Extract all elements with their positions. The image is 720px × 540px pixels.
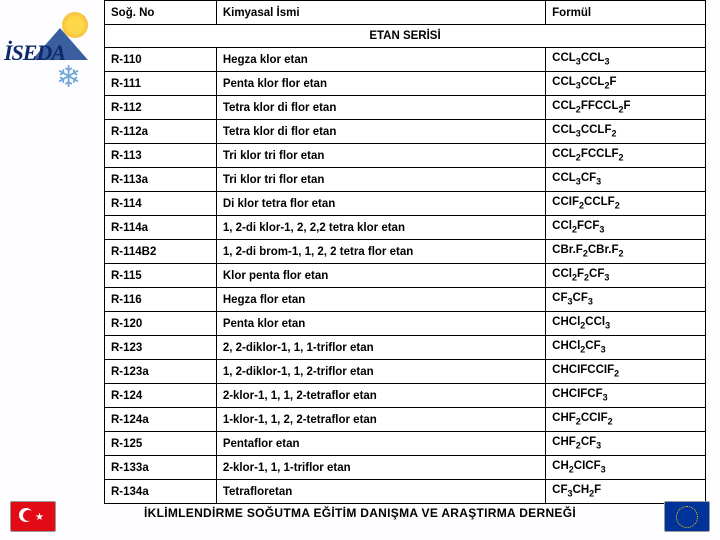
cell-formula: CCL2FCCLF2 (546, 144, 706, 168)
cell-no: R-133a (105, 456, 217, 480)
cell-no: R-120 (105, 312, 217, 336)
footer-text: İKLİMLENDİRME SOĞUTMA EĞİTİM DANIŞMA VE … (0, 506, 720, 520)
table-header-row: Soğ. No Kimyasal İsmi Formül (105, 1, 706, 25)
cell-name: Tri klor tri flor etan (216, 168, 545, 192)
table-row: R-114B21, 2-di brom-1, 1, 2, 2 tetra flo… (105, 240, 706, 264)
cell-name: Hegza flor etan (216, 288, 545, 312)
cell-no: R-114 (105, 192, 217, 216)
cell-name: Penta klor flor etan (216, 72, 545, 96)
cell-formula: CHF2CCIF2 (546, 408, 706, 432)
table-row: R-110Hegza klor etanCCL3CCL3 (105, 48, 706, 72)
cell-no: R-114B2 (105, 240, 217, 264)
cell-formula: CHF2CF3 (546, 432, 706, 456)
cell-formula: CF3CH2F (546, 480, 706, 504)
header-no: Soğ. No (105, 1, 217, 25)
cell-formula: CCL2FFCCL2F (546, 96, 706, 120)
cell-no: R-125 (105, 432, 217, 456)
cell-no: R-114a (105, 216, 217, 240)
cell-name: Tri klor tri flor etan (216, 144, 545, 168)
cell-name: 1, 2-di klor-1, 2, 2,2 tetra klor etan (216, 216, 545, 240)
cell-no: R-113 (105, 144, 217, 168)
cell-formula: CCL3CCL2F (546, 72, 706, 96)
cell-formula: CCL3CF3 (546, 168, 706, 192)
cell-no: R-123 (105, 336, 217, 360)
cell-formula: CH2CICF3 (546, 456, 706, 480)
cell-formula: CHCl2CF3 (546, 336, 706, 360)
cell-name: 1-klor-1, 1, 2, 2-tetraflor etan (216, 408, 545, 432)
cell-formula: CCIF2CCLF2 (546, 192, 706, 216)
brand-logo: İSEDA ❄ (2, 8, 102, 78)
cell-no: R-112a (105, 120, 217, 144)
cell-formula: CBr.F2CBr.F2 (546, 240, 706, 264)
cell-formula: CCl2FCF3 (546, 216, 706, 240)
table-row: R-1232, 2-diklor-1, 1, 1-triflor etanCHC… (105, 336, 706, 360)
cell-no: R-110 (105, 48, 217, 72)
cell-no: R-124a (105, 408, 217, 432)
table-row: R-116Hegza flor etanCF3CF3 (105, 288, 706, 312)
header-formula: Formül (546, 1, 706, 25)
table-row: R-114a1, 2-di klor-1, 2, 2,2 tetra klor … (105, 216, 706, 240)
refrigerant-table: Soğ. No Kimyasal İsmi Formül ETAN SERİSİ… (104, 0, 706, 504)
table-row: R-125Pentaflor etanCHF2CF3 (105, 432, 706, 456)
cell-no: R-111 (105, 72, 217, 96)
cell-name: Penta klor etan (216, 312, 545, 336)
cell-name: Di klor tetra flor etan (216, 192, 545, 216)
cell-name: 2, 2-diklor-1, 1, 1-triflor etan (216, 336, 545, 360)
cell-formula: CHCl2CCl3 (546, 312, 706, 336)
table-row: R-1242-klor-1, 1, 1, 2-tetraflor etanCHC… (105, 384, 706, 408)
cell-name: Pentaflor etan (216, 432, 545, 456)
cell-no: R-112 (105, 96, 217, 120)
section-header-row: ETAN SERİSİ (105, 25, 706, 48)
snowflake-icon: ❄ (56, 60, 81, 95)
cell-formula: CHCIFCF3 (546, 384, 706, 408)
table-row: R-115Klor penta flor etanCCl2F2CF3 (105, 264, 706, 288)
cell-name: Klor penta flor etan (216, 264, 545, 288)
table-row: R-124a1-klor-1, 1, 2, 2-tetraflor etanCH… (105, 408, 706, 432)
cell-formula: CCL3CCLF2 (546, 120, 706, 144)
cell-no: R-124 (105, 384, 217, 408)
cell-name: 1, 2-diklor-1, 1, 2-triflor etan (216, 360, 545, 384)
table-body: R-110Hegza klor etanCCL3CCL3R-111Penta k… (105, 48, 706, 504)
table-row: R-112Tetra klor di flor etanCCL2FFCCL2F (105, 96, 706, 120)
cell-formula: CCL3CCL3 (546, 48, 706, 72)
table-row: R-120Penta klor etanCHCl2CCl3 (105, 312, 706, 336)
refrigerant-table-container: Soğ. No Kimyasal İsmi Formül ETAN SERİSİ… (104, 0, 706, 504)
cell-name: Tetra klor di flor etan (216, 120, 545, 144)
cell-name: 1, 2-di brom-1, 1, 2, 2 tetra flor etan (216, 240, 545, 264)
cell-name: Hegza klor etan (216, 48, 545, 72)
cell-name: Tetrafloretan (216, 480, 545, 504)
table-row: R-113aTri klor tri flor etanCCL3CF3 (105, 168, 706, 192)
header-name: Kimyasal İsmi (216, 1, 545, 25)
cell-formula: CHCIFCCIF2 (546, 360, 706, 384)
cell-no: R-115 (105, 264, 217, 288)
cell-no: R-123a (105, 360, 217, 384)
table-row: R-114Di klor tetra flor etanCCIF2CCLF2 (105, 192, 706, 216)
cell-name: 2-klor-1, 1, 1, 2-tetraflor etan (216, 384, 545, 408)
table-row: R-134aTetrafloretanCF3CH2F (105, 480, 706, 504)
table-row: R-112aTetra klor di flor etanCCL3CCLF2 (105, 120, 706, 144)
cell-name: Tetra klor di flor etan (216, 96, 545, 120)
table-row: R-111Penta klor flor etanCCL3CCL2F (105, 72, 706, 96)
cell-formula: CCl2F2CF3 (546, 264, 706, 288)
table-row: R-123a1, 2-diklor-1, 1, 2-triflor etanCH… (105, 360, 706, 384)
cell-no: R-116 (105, 288, 217, 312)
cell-formula: CF3CF3 (546, 288, 706, 312)
cell-no: R-134a (105, 480, 217, 504)
table-row: R-113Tri klor tri flor etanCCL2FCCLF2 (105, 144, 706, 168)
cell-name: 2-klor-1, 1, 1-triflor etan (216, 456, 545, 480)
section-title: ETAN SERİSİ (105, 25, 706, 48)
table-row: R-133a2-klor-1, 1, 1-triflor etanCH2CICF… (105, 456, 706, 480)
cell-no: R-113a (105, 168, 217, 192)
